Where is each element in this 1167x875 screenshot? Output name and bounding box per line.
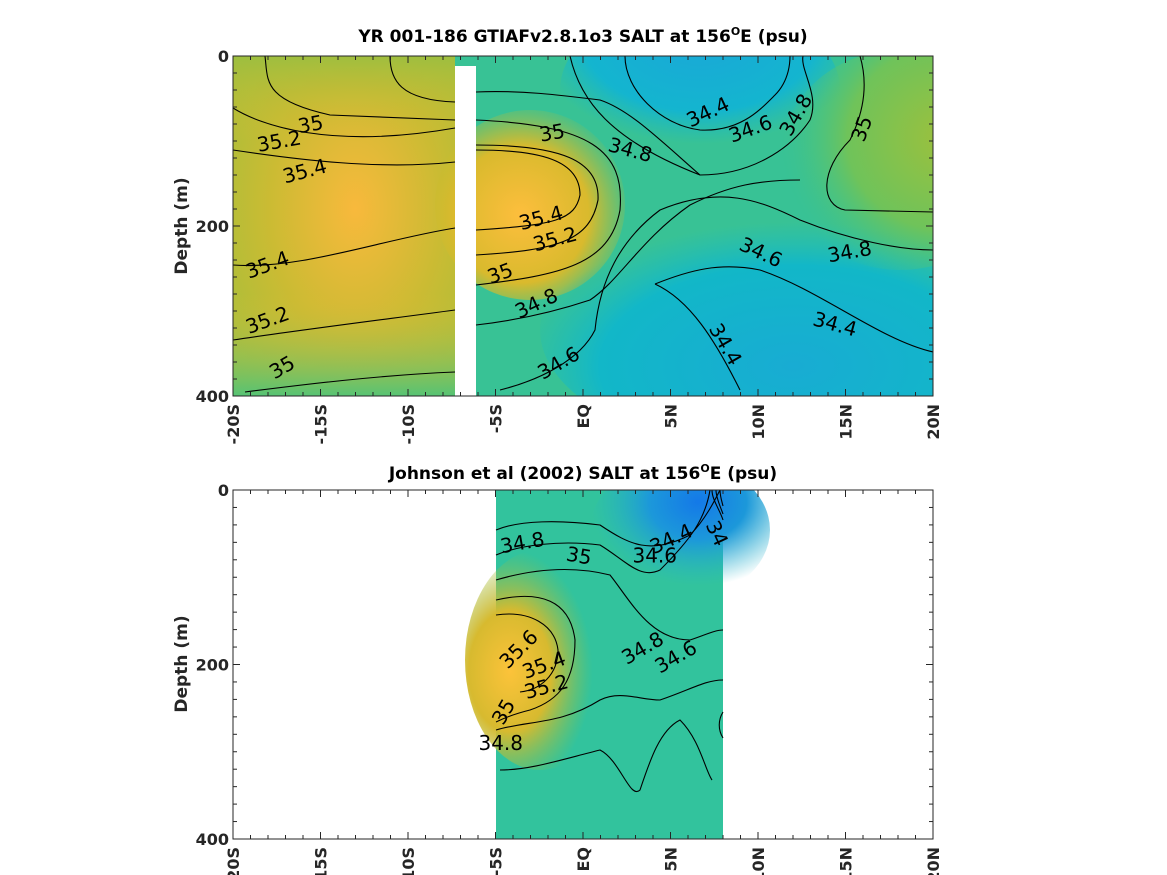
top-y-axis-label: Depth (m)	[172, 177, 192, 274]
x-tick-label: 5N	[662, 404, 681, 429]
x-tick-label: 10N	[749, 404, 768, 440]
bottom-contours	[495, 490, 724, 793]
top-contours	[233, 56, 933, 393]
contour-label: 34.8	[478, 731, 523, 755]
x-tick-label: -15S	[312, 847, 331, 875]
top-axis-ticks: -20S -15S -10S -5S EQ 5N 10N 15N 20N 0 200 400	[196, 47, 943, 444]
x-tick-label: 5N	[662, 847, 681, 872]
x-tick-label: 10N	[749, 847, 768, 875]
x-tick-label: 15N	[837, 847, 856, 875]
x-tick-label: 20N	[924, 404, 943, 440]
contour-label: 34.6	[632, 543, 677, 567]
y-tick-label: 200	[196, 217, 229, 236]
x-tick-label: EQ	[574, 404, 593, 429]
y-tick-label: 400	[196, 387, 229, 406]
x-tick-label: -15S	[312, 404, 331, 444]
x-tick-label: -10S	[399, 847, 418, 875]
x-tick-label: 20N	[924, 847, 943, 875]
contour-label: 35	[537, 119, 566, 147]
bottom-panel: Johnson et al (2002) SALT at 156OE (psu)…	[172, 462, 943, 875]
x-tick-label: -20S	[224, 404, 243, 444]
x-tick-label: 15N	[837, 404, 856, 440]
bottom-axis-ticks: -20S -15S -10S -5S EQ 5N 10N 15N 20N 0 200 400	[196, 481, 943, 875]
bottom-y-axis-label: Depth (m)	[172, 615, 192, 712]
y-tick-label: 0	[218, 47, 229, 66]
y-tick-label: 0	[218, 481, 229, 500]
x-tick-label: -5S	[487, 404, 506, 433]
bottom-color-field	[465, 490, 770, 839]
y-tick-label: 200	[196, 656, 229, 675]
x-tick-label: -5S	[487, 847, 506, 875]
x-tick-label: EQ	[574, 847, 593, 872]
y-tick-label: 400	[196, 830, 229, 849]
x-tick-label: -10S	[399, 404, 418, 444]
bottom-chart-title: Johnson et al (2002) SALT at 156OE (psu)	[388, 462, 777, 484]
x-tick-label: -20S	[224, 847, 243, 875]
top-chart-title: YR 001-186 GTIAFv2.8.1o3 SALT at 156OE (…	[357, 25, 807, 47]
contour-label: 35	[564, 542, 593, 570]
top-panel: YR 001-186 GTIAFv2.8.1o3 SALT at 156OE (…	[172, 25, 943, 444]
contour-label: 35	[296, 110, 325, 138]
